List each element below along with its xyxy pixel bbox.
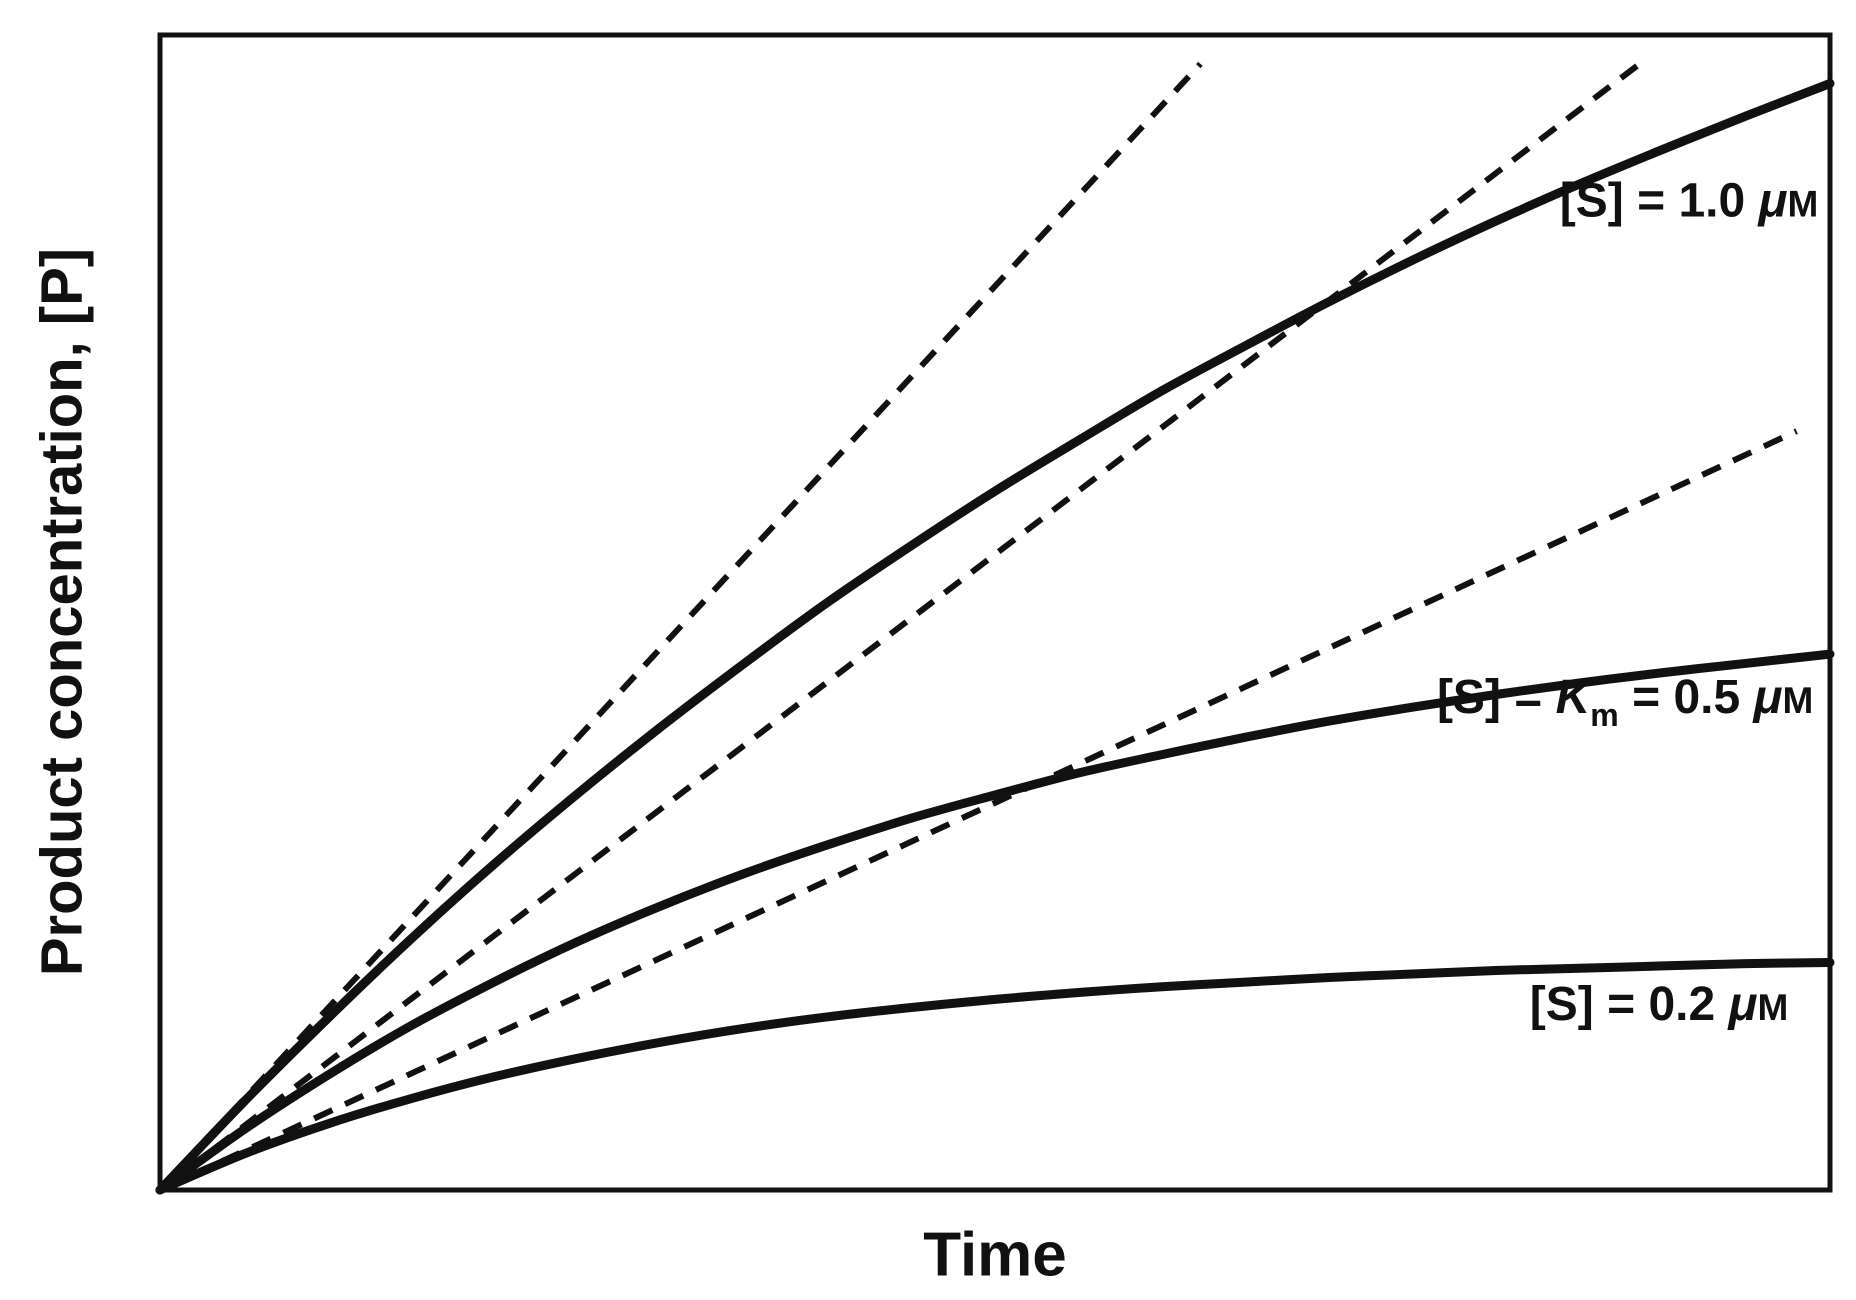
progress-curve-s-0.2um xyxy=(155,958,1835,1195)
plot-border xyxy=(157,32,1833,1193)
series-label-s-0.2um: [S] = 0.2 μM xyxy=(1530,978,1789,1031)
series-label-s-0.5um: [S] = Km = 0.5 μM xyxy=(1437,671,1813,733)
progress-curve-s-0.5um xyxy=(155,649,1835,1195)
progress-curve-s-1.0um xyxy=(155,79,1835,1195)
initial-velocity-tangent-0.5uM xyxy=(158,61,1642,1193)
initial-velocity-tangent-1.0uM xyxy=(157,61,1203,1193)
series-label-s-1.0um: [S] = 1.0 μM xyxy=(1560,174,1819,227)
y-axis-title: Product concentration, [P] xyxy=(29,247,95,977)
x-axis-title: Time xyxy=(923,1220,1067,1290)
initial-velocity-tangent-0.2uM xyxy=(158,428,1798,1193)
